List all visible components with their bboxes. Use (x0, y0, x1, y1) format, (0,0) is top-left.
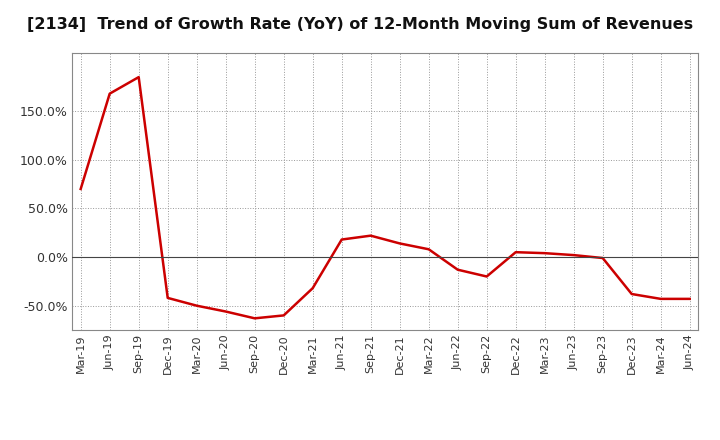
Text: [2134]  Trend of Growth Rate (YoY) of 12-Month Moving Sum of Revenues: [2134] Trend of Growth Rate (YoY) of 12-… (27, 17, 693, 32)
